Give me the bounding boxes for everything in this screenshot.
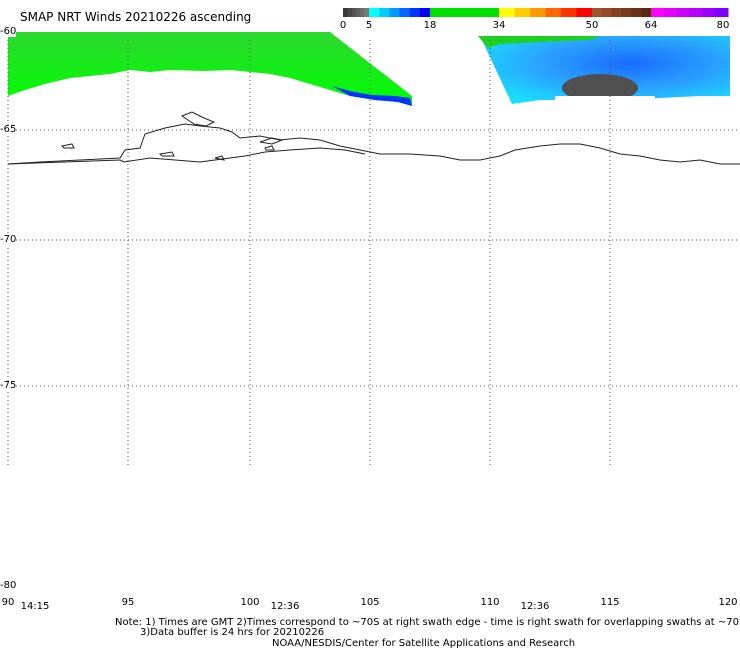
scale-segment bbox=[399, 8, 411, 17]
scale-segment bbox=[453, 8, 465, 17]
scale-segment bbox=[621, 8, 632, 17]
scale-label: 64 bbox=[644, 20, 658, 31]
low-wind-core bbox=[562, 74, 638, 102]
scale-segment bbox=[663, 8, 678, 17]
scale-segment bbox=[343, 8, 348, 17]
scale-segment bbox=[430, 8, 442, 17]
scale-segment bbox=[561, 8, 577, 17]
scale-segment bbox=[347, 8, 353, 17]
scale-segment bbox=[476, 8, 488, 17]
scale-segment bbox=[419, 8, 431, 17]
swath-time: 14:15 bbox=[20, 601, 50, 612]
footnote-line-2: 3)Data buffer is 24 hrs for 20210226 bbox=[140, 627, 325, 638]
scale-segment bbox=[545, 8, 562, 17]
scale-label: 80 bbox=[716, 20, 730, 31]
scale-segment bbox=[576, 8, 593, 17]
lon-label: 115 bbox=[600, 597, 620, 608]
scale-segment bbox=[689, 8, 703, 17]
scale-segment bbox=[389, 8, 400, 17]
swath-right bbox=[480, 36, 730, 104]
scale-segment bbox=[379, 8, 390, 17]
swath-left-blue-edge bbox=[332, 86, 412, 106]
lon-label: 120 bbox=[718, 597, 738, 608]
scale-label: 50 bbox=[585, 20, 599, 31]
scale-segment bbox=[514, 8, 531, 17]
footnote-line-1: Note: 1) Times are GMT 2)Times correspon… bbox=[115, 617, 740, 628]
scale-label: 5 bbox=[365, 20, 373, 31]
footnote-credit: NOAA/NESDIS/Center for Satellite Applica… bbox=[272, 638, 576, 649]
lon-label: 110 bbox=[480, 597, 500, 608]
swath-time: 12:36 bbox=[520, 601, 550, 612]
scale-segment bbox=[530, 8, 546, 17]
scale-segment bbox=[356, 8, 361, 17]
scale-segment bbox=[369, 8, 380, 17]
lat-label: -70 bbox=[0, 234, 17, 245]
lon-label: 95 bbox=[121, 597, 135, 608]
scale-segment bbox=[351, 8, 357, 17]
scale-segment bbox=[441, 8, 454, 17]
map-title: SMAP NRT Winds 20210226 ascending bbox=[20, 10, 252, 24]
scale-label: 18 bbox=[423, 20, 437, 31]
scale-segment bbox=[702, 8, 716, 17]
graticule bbox=[7, 40, 740, 465]
coastline bbox=[7, 111, 740, 165]
scale-segment bbox=[641, 8, 652, 17]
scale-segment bbox=[611, 8, 622, 17]
lon-label: 90 bbox=[1, 597, 15, 608]
low-wind-core-clip bbox=[555, 96, 655, 108]
lat-label: -80 bbox=[0, 580, 17, 591]
scale-segment bbox=[364, 8, 370, 17]
scale-segment bbox=[464, 8, 477, 17]
scale-segment bbox=[499, 8, 515, 17]
scale-segment bbox=[676, 8, 690, 17]
scale-segment bbox=[651, 8, 665, 17]
scale-segment bbox=[601, 8, 613, 17]
scale-segment bbox=[360, 8, 366, 17]
color-scale-bar bbox=[343, 8, 729, 17]
lat-label: -60 bbox=[0, 26, 17, 37]
lon-label: 100 bbox=[240, 597, 260, 608]
scale-segment bbox=[592, 8, 603, 17]
scale-segment bbox=[631, 8, 642, 17]
lon-label: 105 bbox=[360, 597, 380, 608]
scale-segment bbox=[409, 8, 421, 17]
scale-label: 0 bbox=[339, 20, 347, 31]
lat-label: -75 bbox=[0, 380, 17, 391]
scale-segment bbox=[487, 8, 500, 17]
swath-left bbox=[8, 32, 412, 106]
swath-right-green-top bbox=[478, 36, 600, 48]
scale-label: 34 bbox=[492, 20, 506, 31]
swath-time: 12:36 bbox=[270, 601, 300, 612]
scale-segment bbox=[715, 8, 729, 17]
lat-label: -65 bbox=[0, 124, 17, 135]
